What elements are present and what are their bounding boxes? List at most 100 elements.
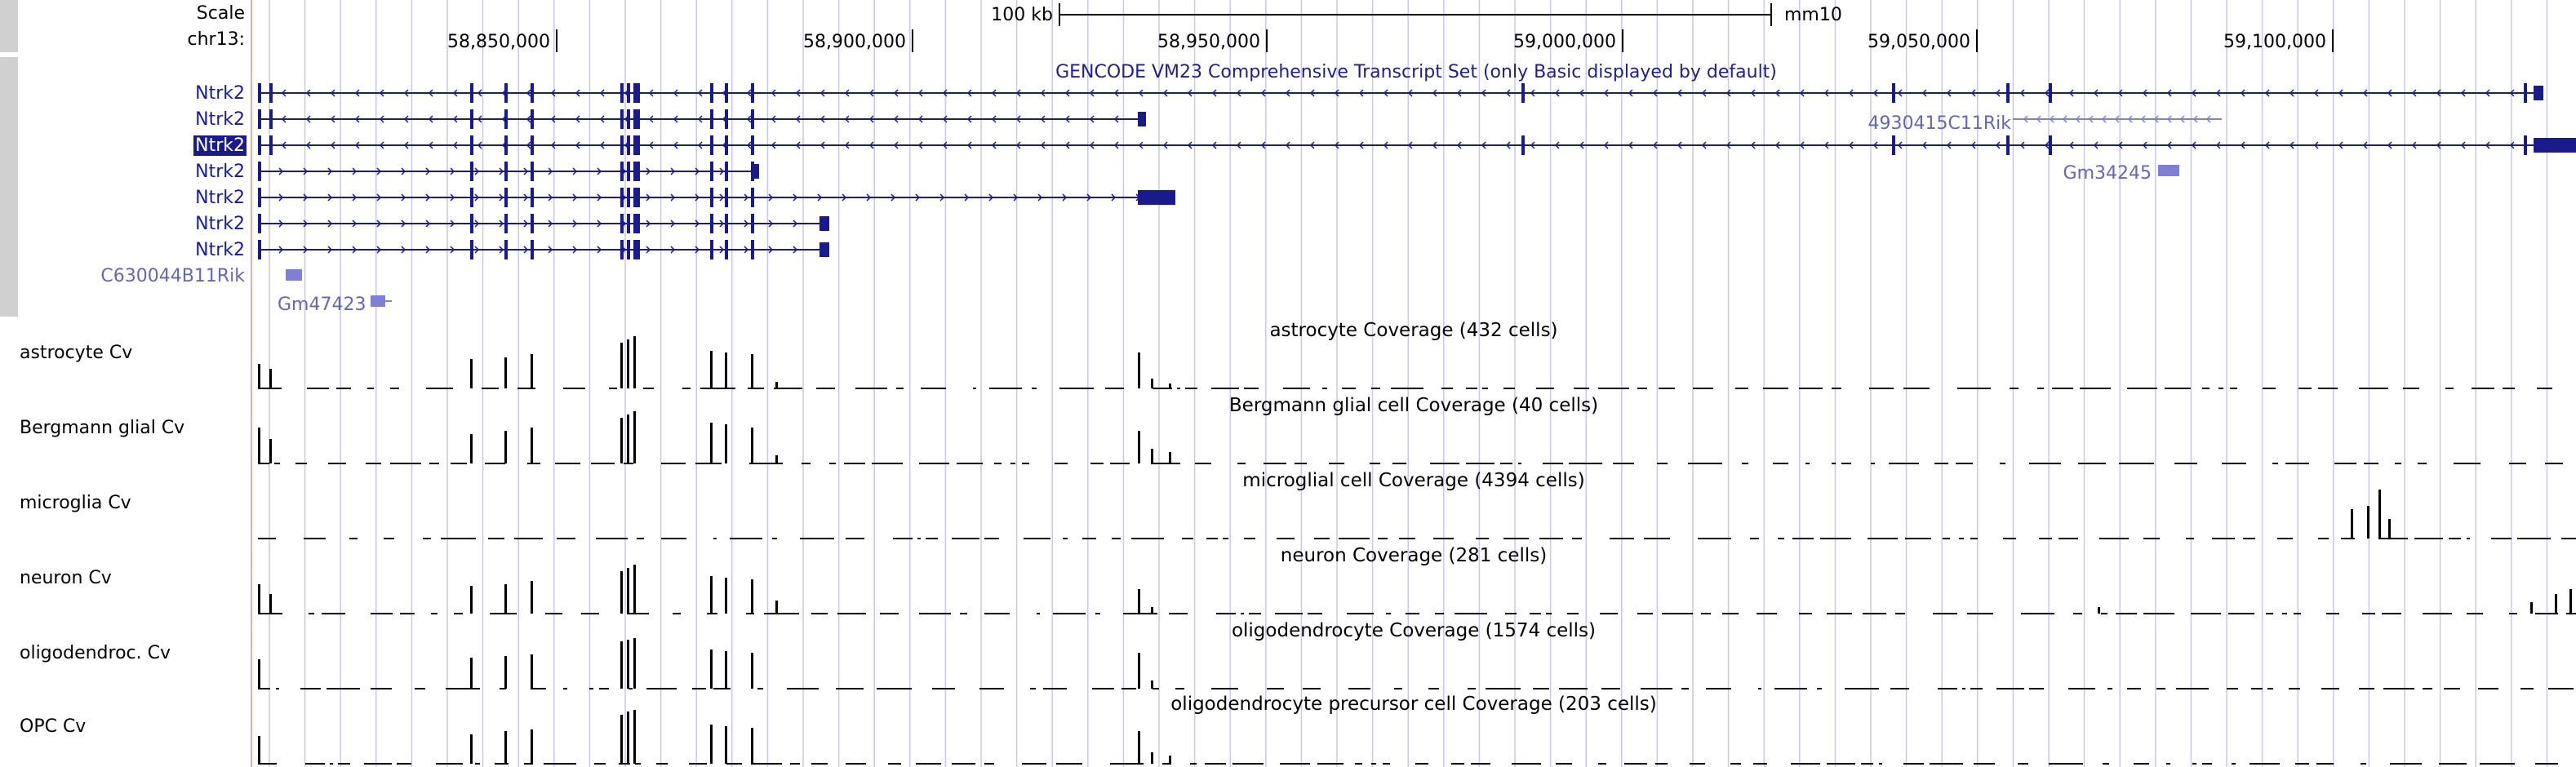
strand-arrow <box>719 219 725 228</box>
strand-arrow <box>303 219 309 228</box>
ruler-tick-label: 59,000,000 <box>1513 32 1616 52</box>
strand-arrow <box>1970 89 1976 97</box>
track-label[interactable]: OPC Cv <box>20 716 87 737</box>
track-label[interactable]: astrocyte Cv <box>20 343 133 363</box>
strand-arrow <box>991 115 997 123</box>
exon-utr <box>2534 86 2543 100</box>
strand-arrow <box>401 246 406 254</box>
coverage-peak <box>2378 490 2381 539</box>
transcript-label[interactable]: Ntrk2 <box>195 83 245 104</box>
strand-arrow <box>2411 89 2417 97</box>
strand-arrow <box>1725 89 1731 97</box>
strand-arrow <box>890 193 896 202</box>
strand-arrow <box>327 193 333 202</box>
coverage-peak <box>751 428 753 463</box>
strand-arrow <box>450 167 455 175</box>
strand-arrow <box>795 89 801 97</box>
gene-label[interactable]: 4930415C11Rik <box>1868 113 2012 134</box>
strand-arrow <box>428 89 433 97</box>
gene-label[interactable]: C630044B11Rik <box>100 266 245 286</box>
strand-arrow <box>893 141 899 149</box>
strand-arrow <box>844 89 850 97</box>
gene-label[interactable]: Gm47423 <box>278 295 366 315</box>
strand-arrow <box>793 246 798 254</box>
strand-arrow <box>2019 89 2025 97</box>
strand-arrow <box>1603 141 1609 149</box>
strand-arrow <box>966 89 972 97</box>
coverage-peak <box>751 354 753 388</box>
coverage-peak <box>751 653 753 689</box>
strand-arrow <box>2387 89 2392 97</box>
ruler-track-button[interactable] <box>0 0 18 52</box>
exon <box>620 188 624 207</box>
exon <box>725 188 728 207</box>
exon <box>710 240 713 259</box>
strand-arrow <box>1211 89 1217 97</box>
exon <box>710 83 713 103</box>
track-label[interactable]: microglia Cv <box>20 493 131 513</box>
exon <box>637 109 640 129</box>
exon <box>470 109 473 129</box>
strand-arrow <box>1603 89 1609 97</box>
transcript-label[interactable]: Ntrk2 <box>195 188 245 208</box>
exon <box>1892 83 1895 103</box>
strand-arrow <box>352 193 358 202</box>
strand-arrow <box>744 246 749 254</box>
exon <box>725 109 728 129</box>
strand-arrow <box>673 115 678 123</box>
transcript-label-selected[interactable]: Ntrk2 <box>193 135 246 156</box>
exon <box>710 188 713 207</box>
strand-arrow <box>991 89 997 97</box>
transcript-label[interactable]: Ntrk2 <box>195 240 245 260</box>
exon <box>751 240 754 259</box>
strand-arrow <box>673 141 678 149</box>
exon <box>2524 135 2527 155</box>
strand-arrow <box>327 219 333 228</box>
strand-arrow <box>868 141 874 149</box>
gene-track-button[interactable] <box>0 57 18 317</box>
gene-label[interactable]: Gm34245 <box>2063 163 2152 184</box>
track-label[interactable]: oligodendroc. Cv <box>20 643 171 663</box>
strand-arrow <box>1628 89 1633 97</box>
exon-utr <box>1138 190 1175 205</box>
track-label[interactable]: neuron Cv <box>20 568 112 588</box>
coverage-title: astrocyte Coverage (432 cells) <box>1269 320 1557 341</box>
coverage-peak <box>1138 589 1140 614</box>
exon <box>2006 135 2010 155</box>
coverage-peak <box>531 729 533 764</box>
coverage-peak <box>627 568 629 614</box>
exon <box>637 214 640 233</box>
strand-arrow <box>499 219 504 228</box>
transcript-label[interactable]: Ntrk2 <box>195 214 245 234</box>
transcript-label[interactable]: Ntrk2 <box>195 109 245 130</box>
strand-arrow <box>2036 115 2041 123</box>
exon <box>633 162 637 181</box>
strand-arrow <box>2049 115 2054 123</box>
strand-arrow <box>893 89 899 97</box>
coverage-peak <box>710 576 713 614</box>
strand-arrow <box>1921 141 1927 149</box>
strand-arrow <box>868 89 874 97</box>
transcript-label[interactable]: Ntrk2 <box>195 162 245 182</box>
exon-utr <box>819 216 829 231</box>
strand-arrow <box>1358 89 1364 97</box>
strand-arrow <box>793 193 798 202</box>
chrom-label: chr13: <box>187 29 246 50</box>
coverage-peak <box>269 439 272 463</box>
strand-arrow <box>1921 89 1927 97</box>
strand-arrow <box>2062 115 2067 123</box>
strand-arrow <box>330 141 335 149</box>
assembly-label: mm10 <box>1784 5 1842 25</box>
strand-arrow <box>1970 141 1976 149</box>
exon <box>620 109 624 129</box>
coverage-peak <box>1169 452 1171 463</box>
exon <box>620 162 624 181</box>
strand-arrow <box>844 141 850 149</box>
strand-arrow <box>893 115 899 123</box>
track-label[interactable]: Bergmann glial Cv <box>20 418 185 438</box>
strand-arrow <box>2460 89 2466 97</box>
strand-arrow <box>1064 141 1070 149</box>
coverage-peak <box>269 594 272 614</box>
strand-arrow <box>1505 89 1511 97</box>
